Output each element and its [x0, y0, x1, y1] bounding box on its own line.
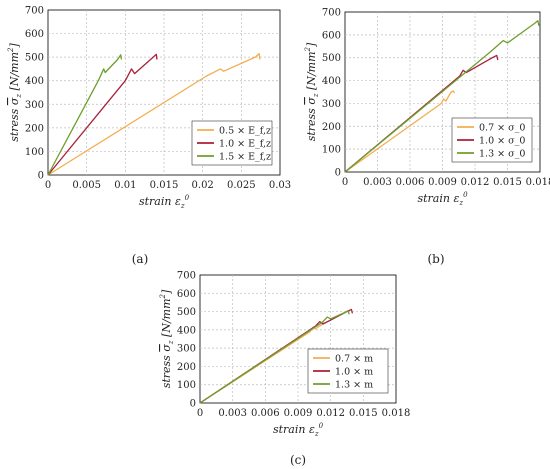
- y-tick-label: 700: [25, 6, 44, 17]
- y-tick-label: 300: [25, 100, 44, 111]
- legend-label: 0.7 × σ_0: [479, 123, 525, 134]
- y-tick-label: 100: [25, 147, 44, 158]
- series-line-1: [47, 52, 261, 176]
- y-tick-label: 700: [322, 8, 341, 19]
- legend: 0.5 × E_f,z 1.0 × E_f,z 1.5 × E_f,z: [191, 120, 273, 166]
- series-line-1: [344, 90, 455, 173]
- y-tick-label: 200: [322, 122, 341, 133]
- legend: 0.7 × σ_0 1.0 × σ_0 1.3 × σ_0: [451, 117, 533, 163]
- series-line-2: [344, 54, 499, 173]
- panel-caption: (a): [132, 252, 149, 266]
- x-tick-label: 0.005: [72, 180, 101, 191]
- x-tick-label: 0.018: [526, 177, 550, 188]
- y-tick-label: 300: [322, 99, 341, 110]
- y-tick-label: 100: [322, 145, 341, 156]
- y-tick-label: 400: [322, 76, 341, 87]
- legend-label: 1.0 × E_f,z: [219, 139, 271, 150]
- x-tick-label: 0.012: [316, 408, 345, 419]
- x-tick-label: 0: [45, 180, 51, 191]
- legend: 0.7 × m 1.0 × m 1.3 × m: [307, 348, 389, 394]
- x-axis-label: strain εz0: [273, 422, 324, 438]
- series-line-2: [47, 53, 158, 176]
- y-tick-label: 500: [322, 53, 341, 64]
- y-tick-label: 500: [177, 307, 196, 318]
- x-tick-label: 0: [342, 177, 348, 188]
- x-tick-label: 0.018: [382, 408, 411, 419]
- series-line-3: [47, 54, 123, 176]
- y-tick-label: 0: [38, 171, 44, 182]
- y-tick-label: 400: [25, 76, 44, 87]
- y-tick-label: 500: [25, 53, 44, 64]
- x-tick-label: 0.003: [218, 408, 247, 419]
- legend-label: 1.5 × E_f,z: [219, 152, 271, 163]
- y-axis-label: stress σz [N/mm2]: [7, 43, 23, 142]
- x-tick-label: 0.02: [192, 180, 214, 191]
- panel-caption: (c): [290, 453, 306, 467]
- x-tick-label: 0.015: [150, 180, 179, 191]
- x-tick-label: 0.025: [227, 180, 256, 191]
- x-tick-label: 0.03: [269, 180, 291, 191]
- x-tick-label: 0.015: [493, 177, 522, 188]
- y-tick-label: 600: [177, 289, 196, 300]
- legend-label: 0.5 × E_f,z: [219, 126, 271, 137]
- x-tick-label: 0.003: [363, 177, 392, 188]
- y-tick-label: 0: [335, 168, 341, 179]
- x-tick-label: 0.015: [349, 408, 378, 419]
- y-tick-label: 0: [190, 399, 196, 410]
- x-tick-label: 0: [197, 408, 203, 419]
- legend-label: 1.0 × m: [335, 367, 373, 378]
- y-tick-label: 700: [177, 271, 196, 282]
- series-line-3: [344, 20, 540, 173]
- y-tick-label: 200: [25, 123, 44, 134]
- legend-label: 0.7 × m: [335, 354, 373, 365]
- series-line-3: [199, 310, 350, 404]
- x-tick-label: 0.006: [251, 408, 280, 419]
- chart-panel-c: 0 0.003 0.006 0.009 0.012 0.015 0.018 0 100 200 30…: [159, 271, 410, 468]
- y-tick-label: 200: [177, 362, 196, 373]
- y-tick-label: 100: [177, 380, 196, 391]
- legend-label: 1.0 × σ_0: [479, 136, 525, 147]
- x-axis-label: strain εz0: [417, 191, 468, 207]
- y-tick-label: 400: [177, 325, 196, 336]
- x-tick-label: 0.01: [114, 180, 136, 191]
- legend-label: 1.3 × m: [335, 380, 373, 391]
- x-tick-label: 0.012: [461, 177, 490, 188]
- x-tick-label: 0.006: [396, 177, 425, 188]
- y-tick-label: 600: [322, 30, 341, 41]
- y-axis-label: stress σz [N/mm2]: [304, 42, 320, 141]
- x-axis-label: strain εz0: [139, 194, 190, 210]
- x-tick-label: 0.009: [284, 408, 313, 419]
- panel-caption: (b): [427, 252, 444, 266]
- x-tick-label: 0.009: [428, 177, 457, 188]
- y-axis-label: stress σz [N/mm2]: [159, 289, 175, 388]
- y-tick-label: 300: [177, 344, 196, 355]
- chart-panel-a: 0 0.005 0.01 0.015 0.02 0.025 0.03 0 100 200 300 40…: [7, 6, 291, 267]
- y-tick-label: 600: [25, 29, 44, 40]
- legend-label: 1.3 × σ_0: [479, 149, 525, 160]
